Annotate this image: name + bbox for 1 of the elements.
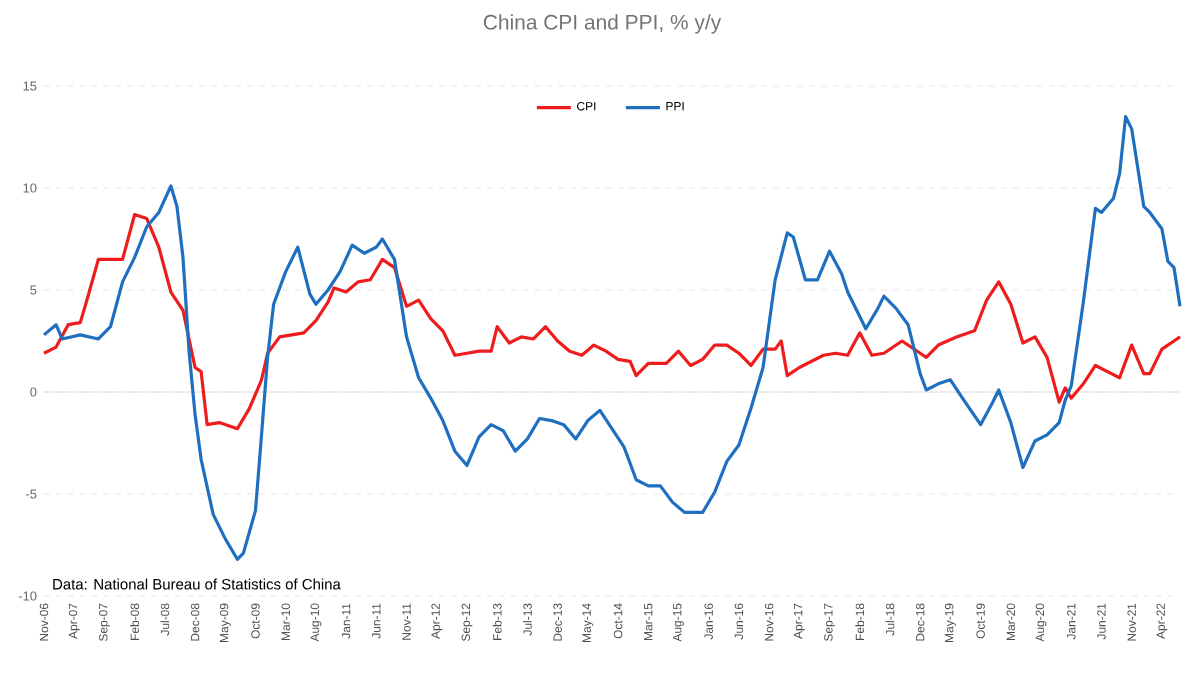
- chart-title: China CPI and PPI, % y/y: [483, 14, 722, 34]
